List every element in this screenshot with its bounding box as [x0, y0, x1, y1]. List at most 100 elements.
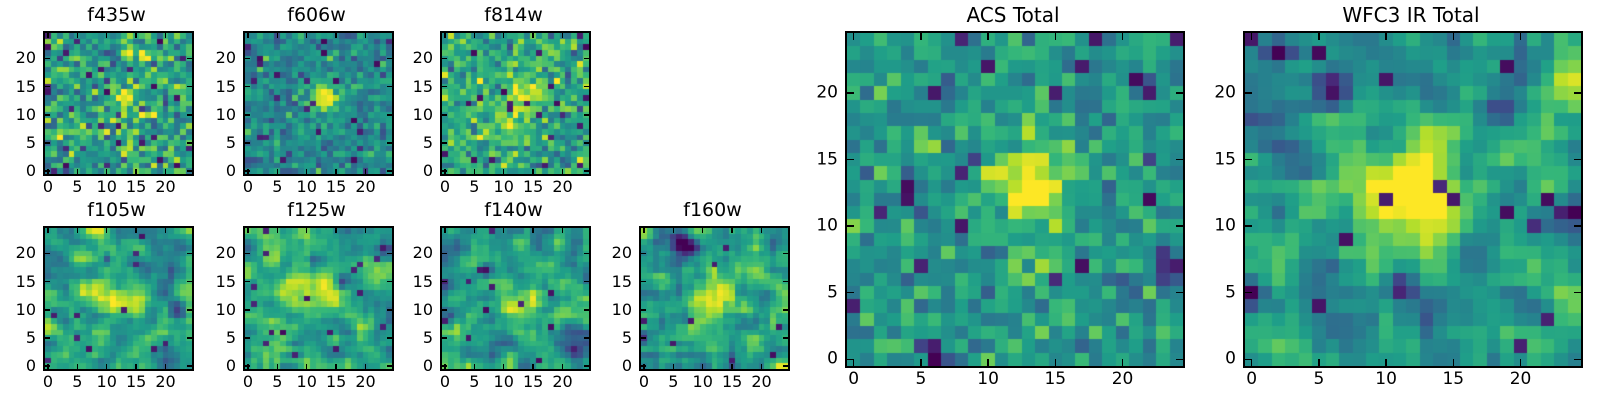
- x-tick-mark: [164, 364, 167, 369]
- x-tick-label: 20: [155, 372, 176, 391]
- x-tick-label: 15: [522, 177, 544, 196]
- y-tick-mark: [442, 280, 447, 283]
- y-tick-label: 5: [1225, 282, 1236, 303]
- y-tick-mark: [584, 365, 589, 367]
- y-tick-mark: [387, 170, 392, 172]
- x-tick-mark: [701, 228, 704, 233]
- y-tick-mark: [641, 337, 646, 339]
- x-tick-label: 20: [552, 372, 573, 391]
- y-tick-mark: [1574, 92, 1581, 94]
- y-tick-mark: [387, 114, 392, 116]
- heatmap-canvas-f160w: [641, 228, 788, 369]
- y-tick-mark: [387, 252, 392, 255]
- y-tick-mark: [245, 365, 250, 367]
- y-tick-mark: [847, 291, 854, 294]
- x-tick-mark: [1054, 359, 1057, 366]
- y-tick-label: 20: [611, 243, 632, 263]
- x-tick-mark: [335, 169, 337, 174]
- y-tick-mark: [45, 142, 50, 144]
- y-tick-label: 10: [215, 299, 236, 319]
- y-tick-mark: [245, 252, 250, 255]
- x-tick-mark: [164, 169, 167, 174]
- axes-f160w: 0 5 10 15 20 0 5 10 15 20: [612, 226, 790, 390]
- x-tick-mark: [76, 228, 79, 233]
- y-tick-mark: [442, 337, 447, 339]
- y-tick-mark: [187, 309, 192, 311]
- x-tick-mark: [335, 364, 337, 369]
- y-tick-mark: [847, 225, 854, 227]
- y-tick-label: 5: [422, 327, 433, 347]
- x-tick-label: 15: [125, 177, 147, 196]
- x-tick-label: 5: [469, 372, 480, 391]
- y-tick-label: 0: [827, 348, 838, 369]
- x-tick-mark: [135, 33, 137, 38]
- heatmap-canvas-f606w: [245, 33, 392, 174]
- y-tick-label: 10: [1214, 215, 1236, 236]
- x-tick-mark: [276, 364, 279, 369]
- panel-wfc3-ir-total: WFC3 IR Total 0 5 10 15 20 0 5 10 15 20: [1214, 3, 1583, 388]
- panel-title-f140w: f140w: [484, 199, 543, 221]
- x-tick-mark: [247, 228, 249, 233]
- x-tick-mark: [247, 33, 249, 38]
- y-tick-label: 10: [15, 104, 36, 124]
- x-tick-label: 5: [668, 372, 679, 391]
- panel-f160w: f160w 0 5 10 15 20 0 5 10 15 20: [612, 199, 790, 390]
- panel-title-acs-total: ACS Total: [966, 3, 1060, 27]
- y-tick-mark: [45, 85, 50, 88]
- x-tick-mark: [561, 364, 564, 369]
- x-tick-mark: [76, 33, 79, 38]
- y-tick-label: 20: [15, 48, 36, 68]
- x-tick-mark: [444, 228, 446, 233]
- y-tick-mark: [1245, 92, 1252, 94]
- y-tick-label: 15: [1214, 149, 1236, 170]
- heatmap-canvas-f105w: [45, 228, 192, 369]
- x-tick-label: 10: [977, 369, 999, 389]
- y-tick-mark: [847, 92, 854, 94]
- panel-title-f606w: f606w: [287, 4, 346, 26]
- y-tick-label: 20: [1214, 82, 1236, 103]
- x-tick-mark: [305, 364, 308, 369]
- x-tick-label: 5: [1313, 369, 1325, 389]
- y-tick-mark: [45, 280, 50, 283]
- y-tick-mark: [387, 365, 392, 367]
- x-tick-mark: [473, 364, 476, 369]
- x-tick-mark: [1519, 33, 1522, 40]
- x-tick-mark: [1318, 33, 1320, 40]
- x-tick-label: 5: [915, 369, 927, 389]
- x-tick-mark: [532, 364, 534, 369]
- x-tick-mark: [987, 33, 989, 40]
- y-tick-mark: [442, 309, 447, 311]
- y-tick-mark: [783, 309, 788, 311]
- y-tick-mark: [442, 170, 447, 172]
- y-tick-mark: [245, 85, 250, 88]
- x-tick-mark: [105, 364, 108, 369]
- x-tick-mark: [76, 364, 79, 369]
- y-tick-mark: [1574, 358, 1581, 361]
- y-tick-mark: [584, 57, 589, 60]
- y-tick-mark: [1176, 225, 1183, 227]
- y-tick-mark: [442, 57, 447, 60]
- y-tick-label: 15: [611, 271, 632, 291]
- y-tick-mark: [1574, 291, 1581, 294]
- y-tick-mark: [442, 365, 447, 367]
- x-tick-label: 15: [125, 372, 147, 391]
- x-tick-mark: [1385, 33, 1387, 40]
- x-tick-mark: [987, 359, 989, 366]
- y-tick-label: 10: [215, 104, 236, 124]
- x-tick-mark: [135, 228, 137, 233]
- y-tick-mark: [442, 142, 447, 144]
- panel-title-f160w: f160w: [683, 199, 742, 221]
- x-tick-label: 10: [296, 177, 317, 196]
- panel-f435w: f435w 0 5 10 15 20 0 5 10 15 20: [16, 4, 194, 195]
- panel-acs-total: ACS Total 0 5 10 15 20 0 5 10 15 20: [816, 3, 1185, 388]
- y-tick-mark: [783, 252, 788, 255]
- heatmap-canvas-f814w: [442, 33, 589, 174]
- x-tick-mark: [1452, 359, 1455, 366]
- y-tick-mark: [187, 114, 192, 116]
- y-tick-label: 0: [621, 356, 632, 376]
- y-tick-mark: [442, 252, 447, 255]
- x-tick-mark: [47, 33, 49, 38]
- x-tick-mark: [561, 169, 564, 174]
- y-tick-mark: [187, 85, 192, 88]
